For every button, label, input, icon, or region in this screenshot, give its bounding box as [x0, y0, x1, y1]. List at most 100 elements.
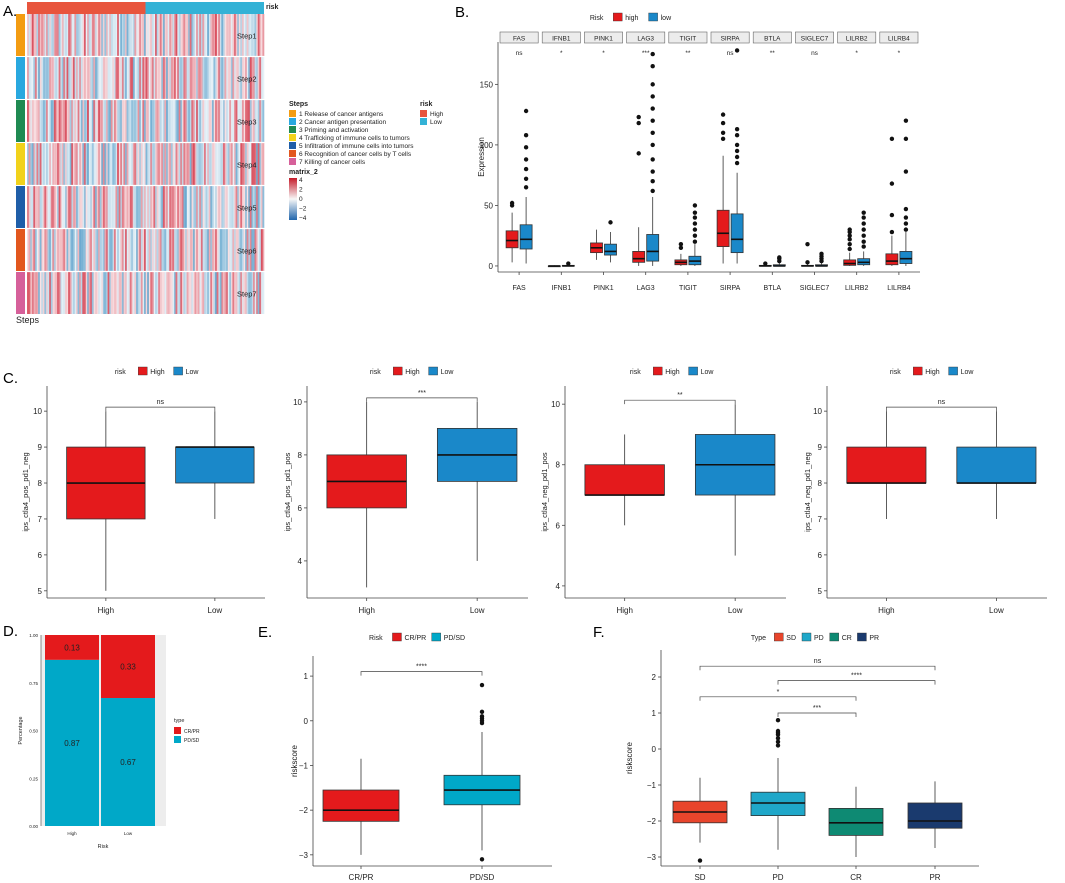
- outlier-point: [903, 215, 909, 220]
- heatmap-cell: [85, 100, 88, 142]
- legend-swatch: [829, 632, 839, 642]
- heatmap-cell: [200, 229, 203, 271]
- heatmap-cell: [233, 272, 236, 314]
- outlier-point: [861, 221, 866, 226]
- heatmap-cell: [148, 229, 151, 271]
- significance-label: ns: [814, 658, 822, 665]
- heatmap-cell: [82, 57, 85, 99]
- heatmap-cell: [246, 14, 249, 56]
- heatmap-cell: [243, 143, 246, 185]
- legend-item: PD/SD: [444, 635, 465, 642]
- legend-risk-item: High: [430, 111, 444, 118]
- heatmap-cell: [123, 57, 126, 99]
- heatmap-cell: [131, 57, 134, 99]
- legend-steps-item: 5 Infiltration of immune cells into tumo…: [299, 143, 414, 150]
- heatmap-cell: [177, 186, 179, 228]
- heatmap-cell: [232, 57, 235, 99]
- outlier-point: [650, 157, 655, 162]
- legend-swatch: [613, 12, 623, 22]
- y-tick-label: 0: [304, 717, 309, 726]
- heatmap-cell: [238, 229, 241, 271]
- heatmap-cell: [36, 186, 39, 228]
- heatmap-cell: [83, 14, 86, 56]
- heatmap-cell: [131, 272, 134, 314]
- y-tick-label: 8: [556, 461, 561, 470]
- heatmap-cell: [120, 272, 123, 314]
- heatmap-cell: [186, 14, 189, 56]
- heatmap-cell: [219, 57, 222, 99]
- panel-d-stacked-bar: 0.00 0.25 0.50 0.75 1.00 Percentage 0.87 0.13 Hi…: [18, 633, 200, 850]
- y-axis-label: ips_ctla4_neg_pd1_pos: [540, 452, 549, 531]
- significance-label: **: [677, 392, 683, 399]
- heatmap-cell: [126, 143, 129, 185]
- heatmap-cell: [153, 272, 156, 314]
- significance-label: ns: [938, 399, 946, 406]
- heatmap-cell: [123, 14, 126, 56]
- heatmap-cell: [136, 272, 138, 314]
- heatmap-cell: [207, 186, 209, 228]
- significance-label: ns: [516, 50, 524, 57]
- heatmap-cell: [109, 186, 112, 228]
- significance-bracket: [360, 671, 483, 676]
- heatmap-cell: [167, 186, 170, 228]
- heatmap-cell: [66, 14, 69, 56]
- significance-label: ***: [813, 705, 821, 712]
- heatmap-cell: [251, 186, 254, 228]
- heatmap-cell: [47, 14, 50, 56]
- significance-label: *: [855, 50, 858, 57]
- outlier-point: [523, 185, 529, 190]
- heatmap-cell: [248, 57, 251, 99]
- heatmap-cell: [257, 57, 260, 99]
- heatmap-cell: [49, 143, 51, 185]
- step-color-bar: [16, 14, 25, 56]
- heatmap-cell: [83, 229, 86, 271]
- heatmap-cell: [226, 100, 228, 142]
- heatmap-cell: [248, 14, 251, 56]
- outlier-point: [903, 221, 909, 226]
- heatmap-cell: [44, 272, 47, 314]
- heatmap-cell: [106, 143, 108, 185]
- heatmap-cell: [145, 272, 148, 314]
- heatmap-cell: [80, 143, 83, 185]
- heatmap-cell: [191, 272, 194, 314]
- heatmap-cell: [173, 57, 176, 99]
- heatmap-cell: [147, 229, 149, 271]
- heatmap-cell: [124, 143, 127, 185]
- heatmap-cell: [154, 57, 157, 99]
- heatmap-cell: [106, 100, 108, 142]
- heatmap-cell: [75, 229, 78, 271]
- heatmap-cell: [156, 14, 159, 56]
- heatmap-cell: [181, 143, 184, 185]
- heatmap-cell: [254, 100, 257, 142]
- heatmap-cell: [136, 143, 138, 185]
- heatmap-cell: [113, 272, 116, 314]
- heatmap-cell: [192, 186, 195, 228]
- outlier-point: [861, 210, 866, 215]
- heatmap-cell: [75, 57, 78, 99]
- heatmap-cell: [158, 186, 161, 228]
- heatmap-cell: [222, 14, 225, 56]
- heatmap-cell: [235, 57, 238, 99]
- heatmap-cell: [257, 100, 260, 142]
- heatmap-cell: [186, 100, 189, 142]
- heatmap-cell: [169, 229, 172, 271]
- heatmap-cell: [50, 143, 53, 185]
- x-tick-label: CR/PR: [349, 873, 374, 882]
- box-high-box: [716, 209, 730, 247]
- heatmap-cell: [115, 186, 118, 228]
- box-low-box: [956, 446, 1037, 484]
- x-tick-label: High: [358, 606, 374, 615]
- heatmap-cell: [131, 100, 134, 142]
- heatmap-cell: [137, 229, 140, 271]
- heatmap-cell: [75, 143, 78, 185]
- heatmap-cell: [166, 57, 168, 99]
- heatmap-cell: [180, 14, 183, 56]
- heatmap-cell: [68, 272, 70, 314]
- heatmap-cell: [112, 14, 115, 56]
- heatmap-cell: [53, 57, 56, 99]
- outlier-point: [523, 157, 529, 162]
- heatmap-cell: [98, 229, 100, 271]
- outlier-point: [678, 245, 684, 250]
- heatmap-cell: [82, 14, 85, 56]
